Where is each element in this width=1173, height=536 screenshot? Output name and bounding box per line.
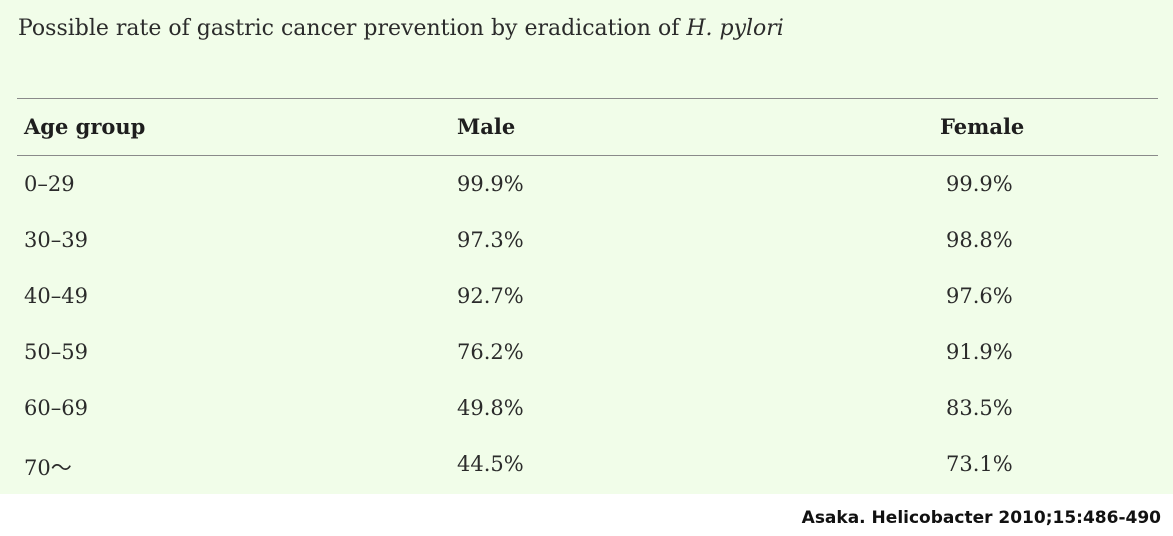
table-top-rule xyxy=(17,98,1158,99)
cell-age-group: 70～ xyxy=(24,456,72,480)
cell-age-group: 60–69 xyxy=(24,396,88,420)
cell-age-group: 0–29 xyxy=(24,172,75,196)
table-title: Possible rate of gastric cancer preventi… xyxy=(18,16,784,41)
cell-female: 83.5% xyxy=(946,396,1013,420)
cell-age-group: 50–59 xyxy=(24,340,88,364)
title-text: Possible rate of gastric cancer preventi… xyxy=(18,16,687,41)
cell-male: 49.8% xyxy=(457,396,524,420)
cell-female: 97.6% xyxy=(946,284,1013,308)
header-female: Female xyxy=(940,114,1025,139)
header-age-group: Age group xyxy=(24,114,146,139)
table-header-rule xyxy=(17,155,1158,156)
title-italic-organism: H. pylori xyxy=(686,16,784,41)
cell-female: 73.1% xyxy=(946,452,1013,476)
cell-age-group: 40–49 xyxy=(24,284,88,308)
cell-male: 44.5% xyxy=(457,452,524,476)
cell-male: 99.9% xyxy=(457,172,524,196)
cell-male: 92.7% xyxy=(457,284,524,308)
cell-male: 76.2% xyxy=(457,340,524,364)
citation: Asaka. Helicobacter 2010;15:486-490 xyxy=(801,508,1161,528)
table-panel: Possible rate of gastric cancer preventi… xyxy=(0,0,1173,494)
cell-male: 97.3% xyxy=(457,228,524,252)
cell-female: 91.9% xyxy=(946,340,1013,364)
header-male: Male xyxy=(457,114,516,139)
cell-age-group: 30–39 xyxy=(24,228,88,252)
cell-female: 99.9% xyxy=(946,172,1013,196)
cell-female: 98.8% xyxy=(946,228,1013,252)
